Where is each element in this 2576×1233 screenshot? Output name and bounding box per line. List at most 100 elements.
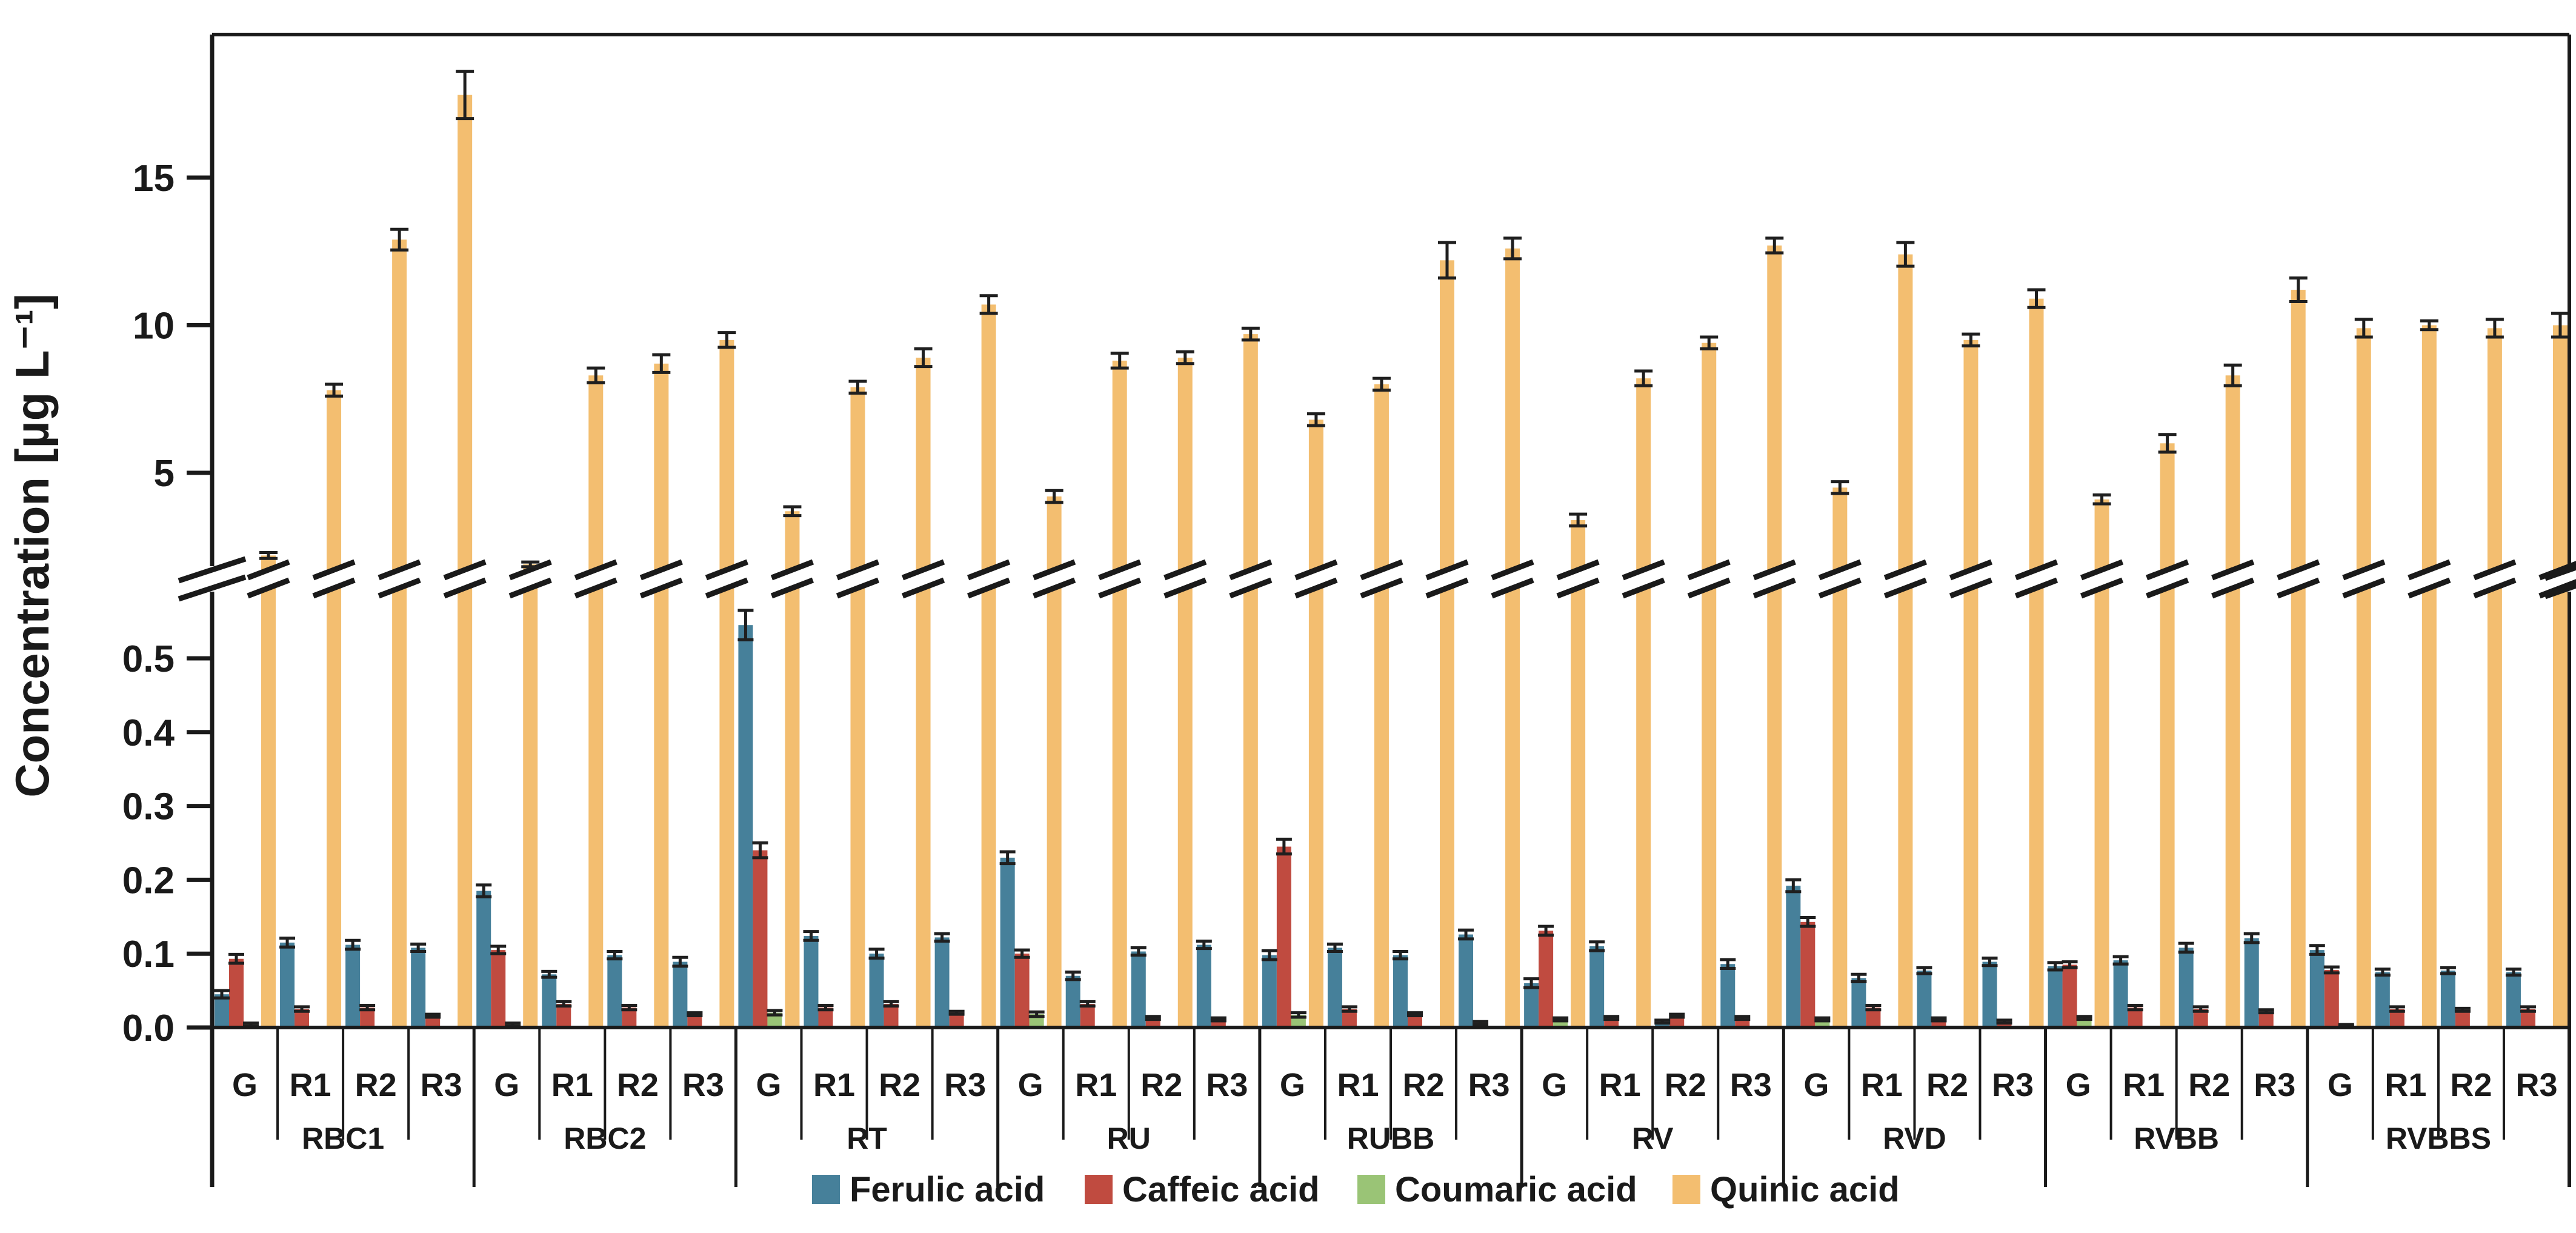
axis-break-gap [1754,564,1796,593]
axis-break-slash [1556,559,1600,581]
bar-caffeic-acid-RBC2-G [491,950,506,1028]
bar-quinic-acid-RUBB-R3 [1505,248,1520,1028]
bar-ferulic-acid-RVBB-R1 [2113,960,2128,1028]
sample-label-RVD-G: G [1803,1067,1829,1103]
axis-break-gap [248,564,289,593]
axis-break-gap [641,564,682,593]
sample-label-RU-G: G [1018,1067,1043,1103]
axis-break-slash [1752,577,1796,599]
axes-layer [187,33,2571,1187]
axis-break-slash [2473,559,2517,581]
axis-break-gap [575,564,617,593]
bar-caffeic-acid-RU-R1 [1080,1004,1095,1028]
bar-quinic-acid-RU-R2 [1177,358,1193,1028]
axis-break-slash [2277,577,2320,599]
bar-caffeic-acid-RVD-G [1800,921,1816,1028]
axis-break-slash [312,559,356,581]
bar-quinic-acid-RUBB-R1 [1374,384,1389,1028]
axis-break-slash [247,559,290,581]
bar-ferulic-acid-RVBBS-R2 [2440,971,2455,1028]
axis-break-gap [771,564,813,593]
sample-label-RV-R3: R3 [1730,1067,1772,1103]
group-label-RU: RU [1107,1121,1151,1155]
sample-label-RT-R1: R1 [813,1067,855,1103]
bar-ferulic-acid-RVBBS-R1 [2375,972,2390,1028]
axis-break-gap [2015,564,2057,593]
legend-swatch-caffeic-acid [1085,1175,1113,1204]
bar-quinic-acid-RV-R3 [1767,246,1782,1028]
axis-break-slash [2408,577,2451,599]
axis-break-slash [2080,559,2124,581]
axis-break-slash [1033,577,1076,599]
bar-quinic-acid-RVBB-R1 [2160,443,2175,1028]
bar-quinic-acid-RUBB-G [1308,419,1323,1028]
axis-break-slash [574,559,617,581]
bar-ferulic-acid-RV-G [1524,983,1539,1028]
bar-ferulic-acid-RVBBS-R3 [2506,972,2521,1028]
bar-quinic-acid-RVBBS-R3 [2552,325,2568,1028]
bar-ferulic-acid-RBC2-R2 [607,955,622,1028]
sample-label-RV-G: G [1542,1067,1567,1103]
sample-label-RBC2-R3: R3 [682,1067,724,1103]
axis-break-slash [1491,559,1534,581]
sample-label-RBC2-R1: R1 [551,1067,593,1103]
axis-break-slash [1425,559,1469,581]
axis-break-gap [1885,564,1926,593]
sample-label-RVBB-R2: R2 [2188,1067,2230,1103]
y-axis-tick-label: 10 [133,306,175,347]
bar-quinic-acid-RT-R2 [916,358,931,1028]
axis-break-slash [2277,559,2320,581]
y-axis-tick-label: 5 [154,453,175,495]
axis-break-slash [443,559,487,581]
axis-break-slash [770,559,814,581]
y-axis-tick-label: 0.4 [122,712,175,754]
group-label-RT: RT [847,1121,887,1155]
axis-break-slash [2211,577,2255,599]
axis-break-slash [639,577,683,599]
bar-quinic-acid-RVBBS-R2 [2487,328,2502,1028]
sample-label-RU-R1: R1 [1075,1067,1117,1103]
group-label-RBC2: RBC2 [564,1121,646,1155]
axis-break-slash [1752,559,1796,581]
axis-break-slash [1033,559,1076,581]
axis-break-gap [1688,564,1730,593]
bar-caffeic-acid-RU-G [1014,954,1030,1028]
axis-break-gap [706,564,748,593]
sample-label-RVBBS-R3: R3 [2515,1067,2557,1103]
bar-quinic-acid-RV-R1 [1636,378,1651,1028]
y-axis-tick-label: 0.2 [122,860,175,901]
axis-break-slash [1622,577,1665,599]
axis-break-gap [379,564,421,593]
bar-ferulic-acid-RBC2-R3 [673,961,688,1028]
y-axis-tick-label: 15 [133,158,175,199]
axis-break-slash [901,577,945,599]
bar-quinic-acid-RBC1-G [261,555,276,1028]
axis-break-gap [2474,564,2515,593]
error-bars-layer [214,70,2569,1028]
bar-ferulic-acid-RT-G [738,625,753,1028]
bar-quinic-acid-RT-R1 [850,387,865,1028]
bar-ferulic-acid-RU-R3 [1196,944,1211,1028]
sample-label-RBC2-R2: R2 [617,1067,659,1103]
group-label-RVBB: RVBB [2134,1121,2219,1155]
axis-break-gap [1164,564,1206,593]
bar-ferulic-acid-RBC2-G [476,891,491,1028]
axis-break-slash [2014,559,2058,581]
axis-break-slash [508,559,552,581]
axis-break-slash [836,559,880,581]
legend-label-ferulic-acid: Ferulic acid [850,1170,1045,1209]
sample-label-RBC1-R2: R2 [355,1067,397,1103]
axis-break-slash [1883,577,1927,599]
bar-ferulic-acid-RVD-R2 [1917,971,1932,1028]
bar-quinic-acid-RT-R3 [981,304,996,1028]
sample-label-RVBBS-G: G [2328,1067,2353,1103]
bar-ferulic-acid-RUBB-R1 [1327,947,1342,1028]
axis-break-slash [178,574,247,602]
axis-break-gap [1557,564,1599,593]
sample-label-RVD-R1: R1 [1861,1067,1903,1103]
sample-label-RUBB-G: G [1280,1067,1305,1103]
bar-ferulic-acid-RV-R3 [1720,964,1736,1028]
bar-ferulic-acid-RT-R1 [804,935,819,1028]
